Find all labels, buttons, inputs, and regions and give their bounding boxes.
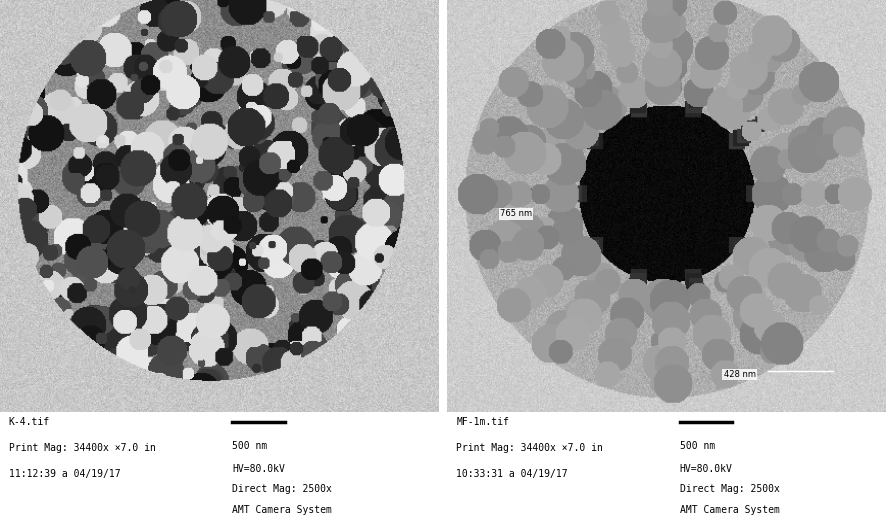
Text: K-4.tif: K-4.tif [9,417,50,427]
Text: 11:12:39 a 04/19/17: 11:12:39 a 04/19/17 [9,469,120,478]
Text: 10:33:31 a 04/19/17: 10:33:31 a 04/19/17 [456,469,568,478]
Text: AMT Camera System: AMT Camera System [680,505,780,514]
Text: MF-1m.tif: MF-1m.tif [456,417,509,427]
Text: Print Mag: 34400x ×7.0 in: Print Mag: 34400x ×7.0 in [456,443,603,453]
Text: HV=80.0kV: HV=80.0kV [680,464,733,473]
Text: HV=80.0kV: HV=80.0kV [232,464,285,473]
Text: Direct Mag: 2500x: Direct Mag: 2500x [680,484,780,494]
Text: 428 nm: 428 nm [724,370,756,379]
Text: Direct Mag: 2500x: Direct Mag: 2500x [232,484,332,494]
Text: AMT Camera System: AMT Camera System [232,505,332,514]
Text: 765 nm: 765 nm [500,210,532,218]
Text: 500 nm: 500 nm [680,441,715,451]
Text: Print Mag: 34400x ×7.0 in: Print Mag: 34400x ×7.0 in [9,443,156,453]
Text: 500 nm: 500 nm [232,441,268,451]
